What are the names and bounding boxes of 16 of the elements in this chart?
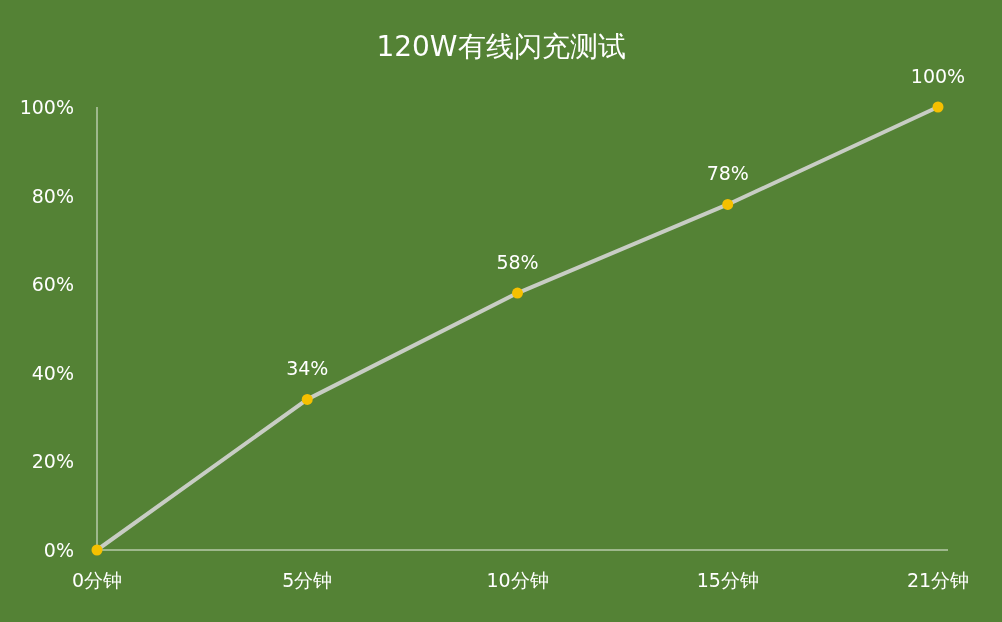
data-label: 58% <box>496 251 539 274</box>
data-label: 100% <box>910 65 966 87</box>
y-tick-label: 60% <box>31 273 74 296</box>
x-tick-label: 15分钟 <box>696 569 759 591</box>
y-tick-label: 20% <box>31 450 74 473</box>
chart-title: 120W有线闪充测试 <box>376 30 626 63</box>
x-tick-label: 0分钟 <box>71 569 123 591</box>
x-tick-label: 10分钟 <box>486 569 549 591</box>
y-tick-label: 80% <box>31 184 74 207</box>
y-tick-label: 40% <box>31 361 74 384</box>
x-tick-label: 5分钟 <box>282 569 333 591</box>
x-tick-label: 21分钟 <box>906 569 970 591</box>
data-label: 78% <box>706 162 749 185</box>
y-tick-label: 0% <box>43 539 74 561</box>
data-label: 34% <box>286 357 329 380</box>
y-tick-label: 100% <box>19 96 74 118</box>
